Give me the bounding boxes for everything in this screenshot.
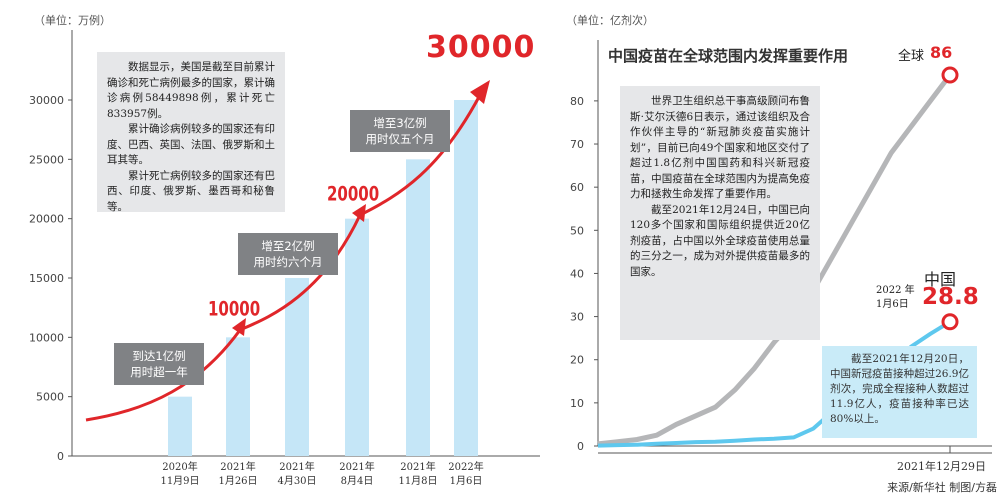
cases-trend-arrowhead-1	[232, 318, 246, 336]
cases-note: 数据显示，美国是截至目前累计确诊和死亡病例最多的国家，累计确诊病例5844989…	[97, 52, 285, 213]
cases-bar-4	[406, 159, 430, 457]
china-date-label: 2022 年 1月6日	[876, 285, 915, 310]
cases-bar-5	[454, 100, 478, 456]
vaccine-y-tick-label-7: 70	[570, 138, 584, 151]
cases-x-label-1-0: 2021年	[220, 460, 255, 473]
vaccine-unit-label: （单位：亿剂次）	[566, 14, 654, 27]
cases-note-paragraph-1: 数据显示，美国是截至目前累计确诊和死亡病例最多的国家，累计确诊病例5844989…	[107, 61, 275, 120]
vaccine-series-endpoint-0	[941, 66, 959, 84]
cases-bar-1	[226, 337, 250, 456]
china-series-value: 28.8	[922, 284, 979, 310]
vaccine-chart-title: 中国疫苗在全球范围内发挥重要作用	[608, 47, 849, 65]
vaccine-y-tick-label-8: 80	[570, 95, 584, 108]
vaccine-panel: （单位：亿剂次） 0 10 20 30 40 50 60 70 80 中国疫苗在全球范围内发挥重…	[552, 0, 1003, 498]
cases-x-label-5-0: 2022年	[448, 460, 483, 473]
cases-y-tick-label-0: 0	[57, 450, 64, 463]
vaccine-blue-note: 截至2021年12月20日，中国新冠疫苗接种超过26.9亿剂次，完成全程接种人数…	[822, 346, 977, 438]
vaccine-y-tick-label-4: 40	[570, 267, 584, 280]
vaccine-series-line-0	[597, 73, 952, 447]
vaccine-y-tick-label-5: 50	[570, 224, 584, 237]
cases-bar-chart: 0 5000 10000 15000 20000 25000 30000 2020年 11月9日…	[29, 30, 540, 487]
source-credit: 来源/新华社 制图/方磊	[887, 481, 997, 494]
china-series-label: 中国	[924, 270, 957, 289]
callout-first-100m: 到达1亿例 用时超一年	[114, 343, 204, 385]
cases-x-label-3-0: 2021年	[339, 460, 374, 473]
cases-y-tick-label-4: 20000	[29, 213, 64, 226]
callout-200m: 增至2亿例 用时约六个月	[238, 233, 338, 275]
cases-x-label-3-1: 8月4日	[341, 475, 374, 487]
cases-note-paragraph-3: 累计死亡病例较多的国家还有巴西、印度、俄罗斯、墨西哥和秘鲁等。	[107, 169, 275, 213]
cases-x-label-0-0: 2020年	[162, 460, 197, 473]
vaccine-y-tick-label-0: 0	[577, 440, 584, 453]
cases-y-tick-label-1: 5000	[36, 391, 64, 404]
vaccine-y-tick-label-1: 10	[570, 397, 584, 410]
cases-x-label-1-1: 1月26日	[218, 475, 257, 487]
cases-y-tick-label-2: 10000	[29, 331, 64, 344]
cases-x-label-0-1: 11月9日	[160, 475, 199, 487]
cases-bar-2	[285, 278, 309, 456]
vaccine-x-end-label: 2021年12月29日	[897, 460, 986, 473]
callout-300m: 增至3亿例 用时仅五个月	[350, 110, 450, 152]
cases-unit-label: （单位：万例）	[34, 14, 111, 27]
cases-y-tick-label-6: 30000	[29, 94, 64, 107]
cases-x-label-4-0: 2021年	[400, 460, 435, 473]
cases-y-tick-label-3: 15000	[29, 272, 64, 285]
milestone-20000: 20000	[327, 182, 380, 206]
cases-panel: （单位：万例） 0 5000 10000 15000 20000 25000 30000 20…	[29, 14, 540, 487]
vaccine-note: 世界卫生组织总干事高级顾问布鲁斯·艾尔沃德6日表示，通过该组织及合作伙伴主导的“…	[620, 86, 820, 340]
cases-x-label-2-0: 2021年	[279, 460, 314, 473]
cases-trend-arrowhead-2	[352, 204, 366, 222]
cases-x-label-2-1: 4月30日	[277, 475, 316, 487]
vaccine-y-tick-label-6: 60	[570, 181, 584, 194]
cases-bar-3	[345, 218, 369, 456]
milestone-30000: 30000	[426, 30, 536, 65]
cases-note-paragraph-2: 累计确诊病例较多的国家还有印度、巴西、英国、法国、俄罗斯和土耳其等。	[107, 123, 275, 166]
vaccine-y-tick-label-3: 30	[570, 311, 584, 324]
vaccine-note-paragraph-1: 世界卫生组织总干事高级顾问布鲁斯·艾尔沃德6日表示，通过该组织及合作伙伴主导的“…	[630, 95, 810, 200]
vaccine-series-endpoint-1	[941, 313, 959, 331]
global-series-label: 全球	[898, 49, 925, 64]
cases-bar-0	[168, 396, 192, 456]
vaccine-blue-note-text: 截至2021年12月20日，中国新冠疫苗接种超过26.9亿剂次，完成全程接种人数…	[830, 353, 969, 425]
cases-trend-arrowhead-end	[470, 80, 490, 104]
vaccine-y-tick-label-2: 20	[570, 354, 584, 367]
cases-y-tick-label-5: 25000	[29, 153, 64, 166]
cases-x-label-5-1: 1月6日	[450, 475, 483, 487]
cases-trend-arrow	[85, 94, 482, 422]
vaccine-note-paragraph-2: 截至2021年12月24日，中国已向120多个国家和国际组织提供近20亿剂疫苗，…	[630, 203, 810, 278]
cases-x-label-4-1: 11月8日	[398, 475, 437, 487]
global-series-value: 86	[930, 43, 953, 62]
milestone-10000: 10000	[208, 297, 261, 321]
